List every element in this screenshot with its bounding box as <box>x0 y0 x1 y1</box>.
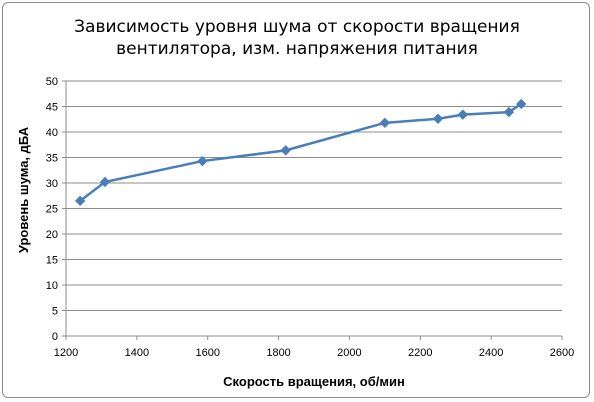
x-tick-labels: 1200 1400 1600 1800 2000 2200 2400 2600 <box>54 347 574 359</box>
x-tick-label: 1600 <box>195 347 219 359</box>
x-tick-label: 1800 <box>266 347 290 359</box>
x-axis-title: Скорость вращения, об/мин <box>223 374 405 389</box>
data-point-marker <box>432 113 444 124</box>
series-group <box>74 98 527 207</box>
x-tick-label: 2000 <box>337 347 361 359</box>
y-tick-label: 35 <box>46 153 58 165</box>
x-tick-label: 2200 <box>408 347 432 359</box>
y-tick-label: 50 <box>46 76 58 88</box>
axes <box>62 80 563 340</box>
data-point-marker <box>280 145 291 156</box>
y-tick-label: 25 <box>46 204 58 216</box>
x-tick-label: 1200 <box>54 347 78 359</box>
data-point-marker <box>74 195 86 207</box>
gridlines <box>66 80 562 311</box>
data-point-marker <box>197 155 208 167</box>
y-tick-label: 15 <box>46 255 58 267</box>
chart-frame <box>2 2 590 398</box>
chart-title-line-1: Зависимость уровня шума от скорости вращ… <box>74 17 520 37</box>
y-tick-label: 10 <box>46 280 58 292</box>
x-tick-label: 1400 <box>125 347 149 359</box>
series-line <box>79 102 522 202</box>
data-point-marker <box>516 98 527 110</box>
y-tick-label: 20 <box>46 229 58 241</box>
x-tick-label: 2600 <box>550 347 574 359</box>
y-tick-label: 45 <box>46 102 58 114</box>
y-tick-label: 5 <box>52 306 58 318</box>
y-tick-label: 0 <box>52 331 58 343</box>
data-point-marker <box>99 176 111 188</box>
y-tick-label: 30 <box>46 178 58 190</box>
data-point-marker <box>457 109 469 120</box>
data-point-marker <box>503 106 515 118</box>
x-tick-label: 2400 <box>479 347 503 359</box>
y-tick-labels: 0 5 10 15 20 25 30 35 40 45 50 <box>46 76 58 343</box>
chart-title-line-2: вентилятора, изм. напряжения питания <box>116 39 478 59</box>
y-axis-title: Уровень шума, дБА <box>16 126 31 253</box>
y-tick-label: 40 <box>46 127 58 139</box>
data-point-marker <box>379 117 391 129</box>
